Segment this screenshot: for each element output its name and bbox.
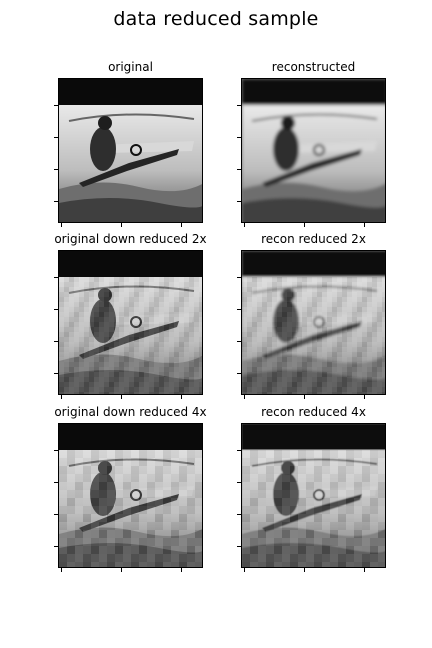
y-tick [237, 514, 241, 515]
x-tick [364, 223, 365, 227]
panel-title: recon reduced 2x [261, 232, 366, 246]
x-tick [304, 223, 305, 227]
y-tick [237, 137, 241, 138]
image-original-down-2x [58, 250, 203, 395]
y-tick [54, 309, 58, 310]
y-tick [54, 450, 58, 451]
figure-title: data reduced sample [113, 8, 319, 30]
y-tick [54, 169, 58, 170]
panel-original: original [54, 60, 203, 227]
y-tick [237, 169, 241, 170]
y-tick [54, 105, 58, 106]
image-original [58, 78, 203, 223]
y-tick [54, 137, 58, 138]
x-tick [121, 223, 122, 227]
x-tick [304, 568, 305, 572]
panel-original-down-2x: original down reduced 2x [54, 232, 207, 399]
x-tick [61, 568, 62, 572]
panel-recon-2x: recon reduced 2x [237, 232, 386, 399]
y-tick [237, 341, 241, 342]
photo-image [242, 424, 385, 567]
photo-image [59, 79, 202, 222]
y-tick [54, 373, 58, 374]
y-tick [54, 482, 58, 483]
y-tick [237, 309, 241, 310]
x-tick [244, 223, 245, 227]
panel-title: reconstructed [271, 60, 356, 74]
y-tick [237, 546, 241, 547]
panel-title: recon reduced 4x [261, 405, 366, 419]
panel-title: original down reduced 4x [54, 405, 207, 419]
image-reconstructed [241, 78, 386, 223]
x-tick [181, 223, 182, 227]
x-tick [304, 395, 305, 399]
image-recon-4x [241, 423, 386, 568]
y-tick [237, 450, 241, 451]
y-tick [237, 201, 241, 202]
y-tick [237, 105, 241, 106]
panel-recon-4x: recon reduced 4x [237, 405, 386, 572]
image-original-down-4x [58, 423, 203, 568]
y-tick [237, 277, 241, 278]
x-tick [244, 395, 245, 399]
photo-image [59, 424, 202, 567]
image-recon-2x [241, 250, 386, 395]
panel-reconstructed: reconstructed [237, 60, 386, 227]
y-tick [237, 482, 241, 483]
x-tick [61, 223, 62, 227]
x-tick [61, 395, 62, 399]
x-tick [244, 568, 245, 572]
panel-original-down-4x: original down reduced 4x [54, 405, 207, 572]
panel-title: original [108, 60, 153, 74]
x-tick [121, 395, 122, 399]
y-tick [237, 373, 241, 374]
y-tick [54, 341, 58, 342]
x-tick [181, 395, 182, 399]
x-tick [364, 395, 365, 399]
y-tick [54, 277, 58, 278]
x-tick [364, 568, 365, 572]
panel-title: original down reduced 2x [54, 232, 207, 246]
y-tick [54, 201, 58, 202]
photo-image [59, 251, 202, 394]
x-tick [181, 568, 182, 572]
photo-image [242, 79, 385, 222]
x-tick [121, 568, 122, 572]
photo-image [242, 251, 385, 394]
y-tick [54, 546, 58, 547]
y-tick [54, 514, 58, 515]
